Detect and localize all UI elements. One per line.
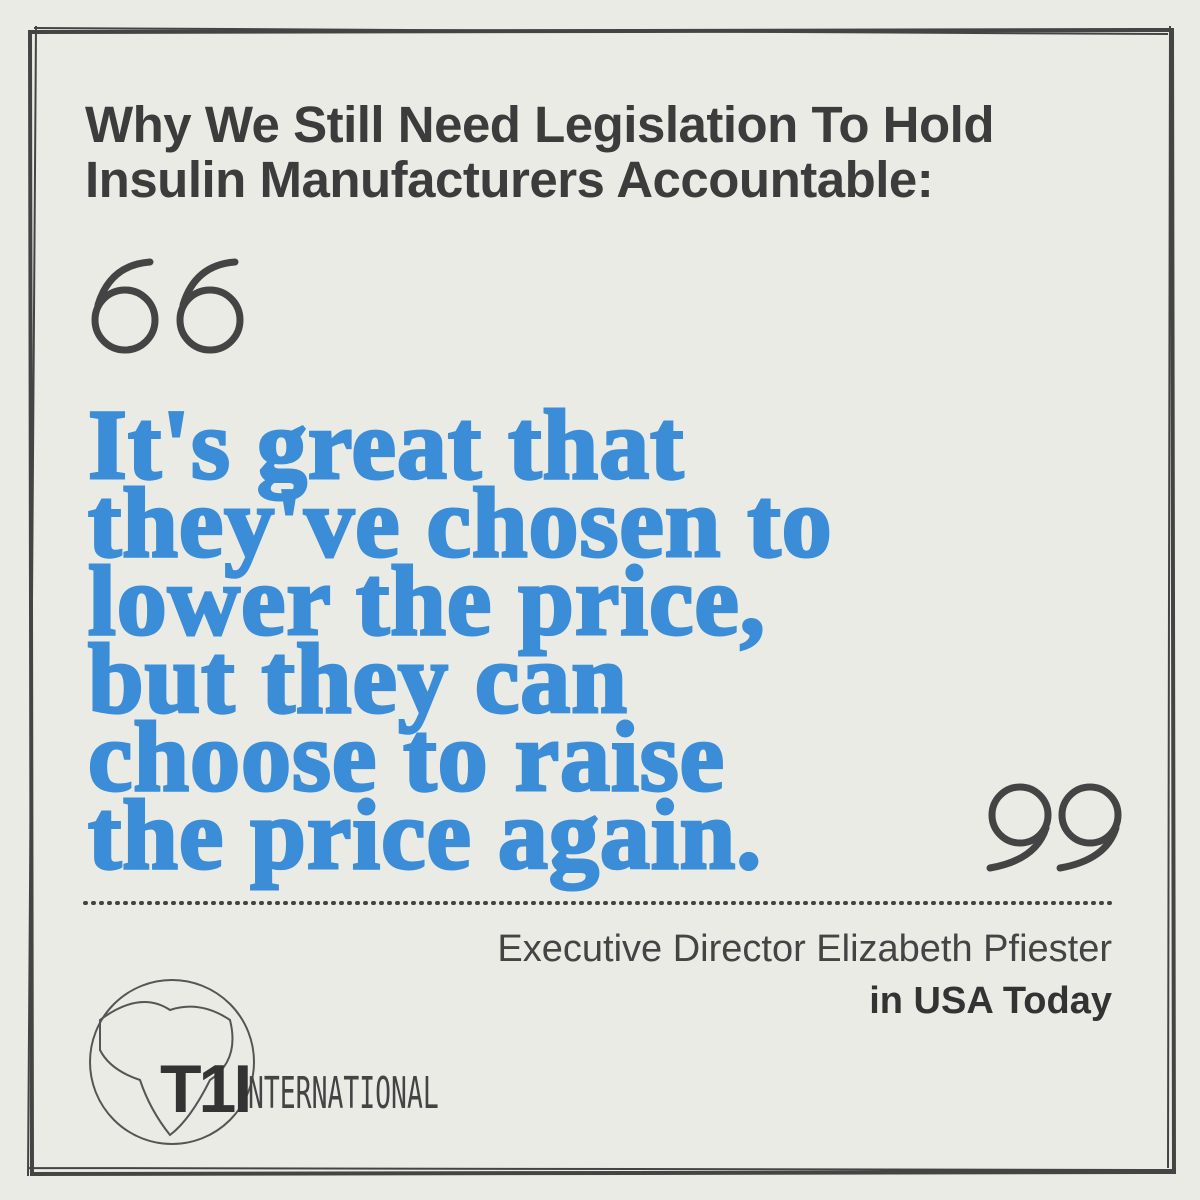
quote-line: choose to raise (86, 701, 726, 812)
quote-line: but they can (87, 623, 629, 734)
heading-line: Why We Still Need Legislation To Hold (85, 96, 995, 153)
heading-line: Insulin Manufacturers Accountable: (85, 151, 934, 208)
logo-text: NTERNATIONAL (248, 1068, 439, 1119)
attribution-source: in USA Today (869, 980, 1112, 1022)
open-quote-mark (91, 258, 244, 354)
logo-mark: T1I (160, 1051, 252, 1127)
close-quote-mark (986, 783, 1122, 872)
quote-line: It's great that (86, 389, 685, 500)
quote-line: lower the price, (87, 545, 767, 656)
attribution-speaker: Executive Director Elizabeth Pfiester (497, 928, 1112, 970)
quote-line: the price again. (86, 779, 763, 890)
quote-line: they've chosen to (87, 467, 834, 578)
globe (89, 979, 255, 1145)
frame (27, 25, 1177, 1177)
